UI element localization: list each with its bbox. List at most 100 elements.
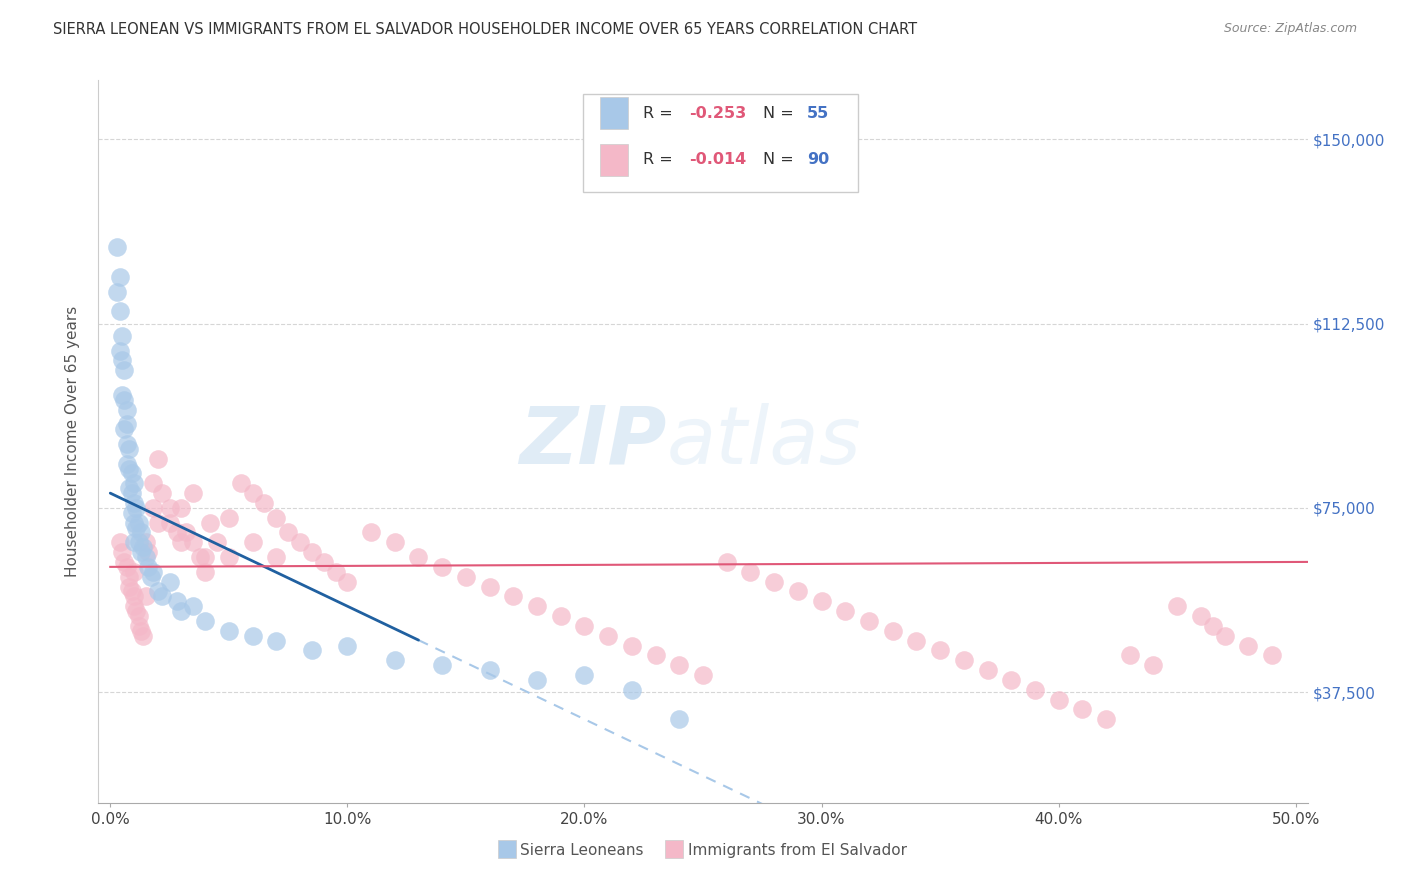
- Point: [122, 516, 145, 530]
- Point: [277, 525, 299, 540]
- Point: [115, 560, 138, 574]
- Point: [301, 545, 323, 559]
- Point: [174, 525, 197, 540]
- Point: [129, 624, 152, 638]
- Point: [194, 614, 217, 628]
- Point: [118, 442, 141, 456]
- Point: [128, 619, 150, 633]
- Point: [574, 668, 596, 682]
- Point: [111, 329, 134, 343]
- Point: [108, 343, 131, 358]
- Point: [146, 516, 169, 530]
- Point: [598, 629, 620, 643]
- Text: atlas: atlas: [666, 402, 862, 481]
- Point: [384, 653, 406, 667]
- Point: [264, 633, 287, 648]
- Point: [574, 619, 596, 633]
- Point: [115, 417, 138, 432]
- Point: [692, 668, 714, 682]
- Point: [1202, 619, 1225, 633]
- Point: [108, 535, 131, 549]
- Point: [218, 624, 240, 638]
- Point: [122, 590, 145, 604]
- Point: [454, 570, 477, 584]
- Point: [1000, 673, 1022, 687]
- Point: [128, 609, 150, 624]
- Point: [360, 525, 382, 540]
- Point: [108, 269, 131, 284]
- Point: [118, 481, 141, 495]
- Point: [976, 663, 998, 677]
- Point: [181, 486, 204, 500]
- Point: [1142, 658, 1164, 673]
- Point: [170, 500, 193, 515]
- Point: [111, 545, 134, 559]
- Text: SIERRA LEONEAN VS IMMIGRANTS FROM EL SALVADOR HOUSEHOLDER INCOME OVER 65 YEARS C: SIERRA LEONEAN VS IMMIGRANTS FROM EL SAL…: [53, 22, 918, 37]
- Point: [1166, 599, 1188, 614]
- Point: [242, 629, 264, 643]
- Point: [142, 476, 165, 491]
- Point: [432, 658, 454, 673]
- Point: [810, 594, 832, 608]
- Point: [114, 392, 136, 407]
- Point: [1237, 639, 1260, 653]
- Text: 90: 90: [807, 153, 830, 167]
- Point: [218, 510, 240, 524]
- Point: [118, 580, 141, 594]
- Point: [198, 516, 221, 530]
- Point: [858, 614, 880, 628]
- Point: [478, 663, 501, 677]
- Point: [834, 604, 856, 618]
- Text: -0.014: -0.014: [689, 153, 747, 167]
- Text: R =: R =: [643, 106, 678, 120]
- Y-axis label: Householder Income Over 65 years: Householder Income Over 65 years: [65, 306, 80, 577]
- Point: [121, 506, 143, 520]
- Point: [882, 624, 904, 638]
- Point: [152, 590, 174, 604]
- Point: [905, 633, 928, 648]
- Point: [384, 535, 406, 549]
- Point: [229, 476, 252, 491]
- Point: [121, 486, 143, 500]
- Point: [111, 353, 134, 368]
- Point: [181, 535, 204, 549]
- Point: [115, 437, 138, 451]
- Point: [111, 388, 134, 402]
- Point: [668, 712, 690, 726]
- Point: [146, 584, 169, 599]
- Point: [132, 540, 155, 554]
- Point: [190, 549, 212, 564]
- Point: [122, 599, 145, 614]
- Point: [620, 682, 643, 697]
- Point: [668, 658, 690, 673]
- Point: [129, 545, 152, 559]
- Point: [478, 580, 501, 594]
- Point: [550, 609, 572, 624]
- Point: [786, 584, 808, 599]
- Point: [105, 240, 128, 254]
- Point: [129, 525, 152, 540]
- Point: [122, 476, 145, 491]
- Point: [152, 486, 174, 500]
- Point: [194, 549, 217, 564]
- Point: [146, 451, 169, 466]
- Point: [763, 574, 786, 589]
- Point: [125, 520, 148, 534]
- Point: [142, 565, 165, 579]
- Point: [136, 545, 159, 559]
- Point: [136, 560, 159, 574]
- Point: [139, 570, 162, 584]
- Point: [159, 516, 181, 530]
- Point: [218, 549, 240, 564]
- Point: [166, 594, 188, 608]
- Point: [118, 461, 141, 475]
- Text: -0.253: -0.253: [689, 106, 747, 120]
- Point: [325, 565, 347, 579]
- Point: [526, 673, 548, 687]
- Point: [242, 535, 264, 549]
- Legend: Sierra Leoneans, Immigrants from El Salvador: Sierra Leoneans, Immigrants from El Salv…: [492, 837, 914, 863]
- Point: [122, 496, 145, 510]
- Point: [115, 457, 138, 471]
- Point: [253, 496, 276, 510]
- Point: [159, 574, 181, 589]
